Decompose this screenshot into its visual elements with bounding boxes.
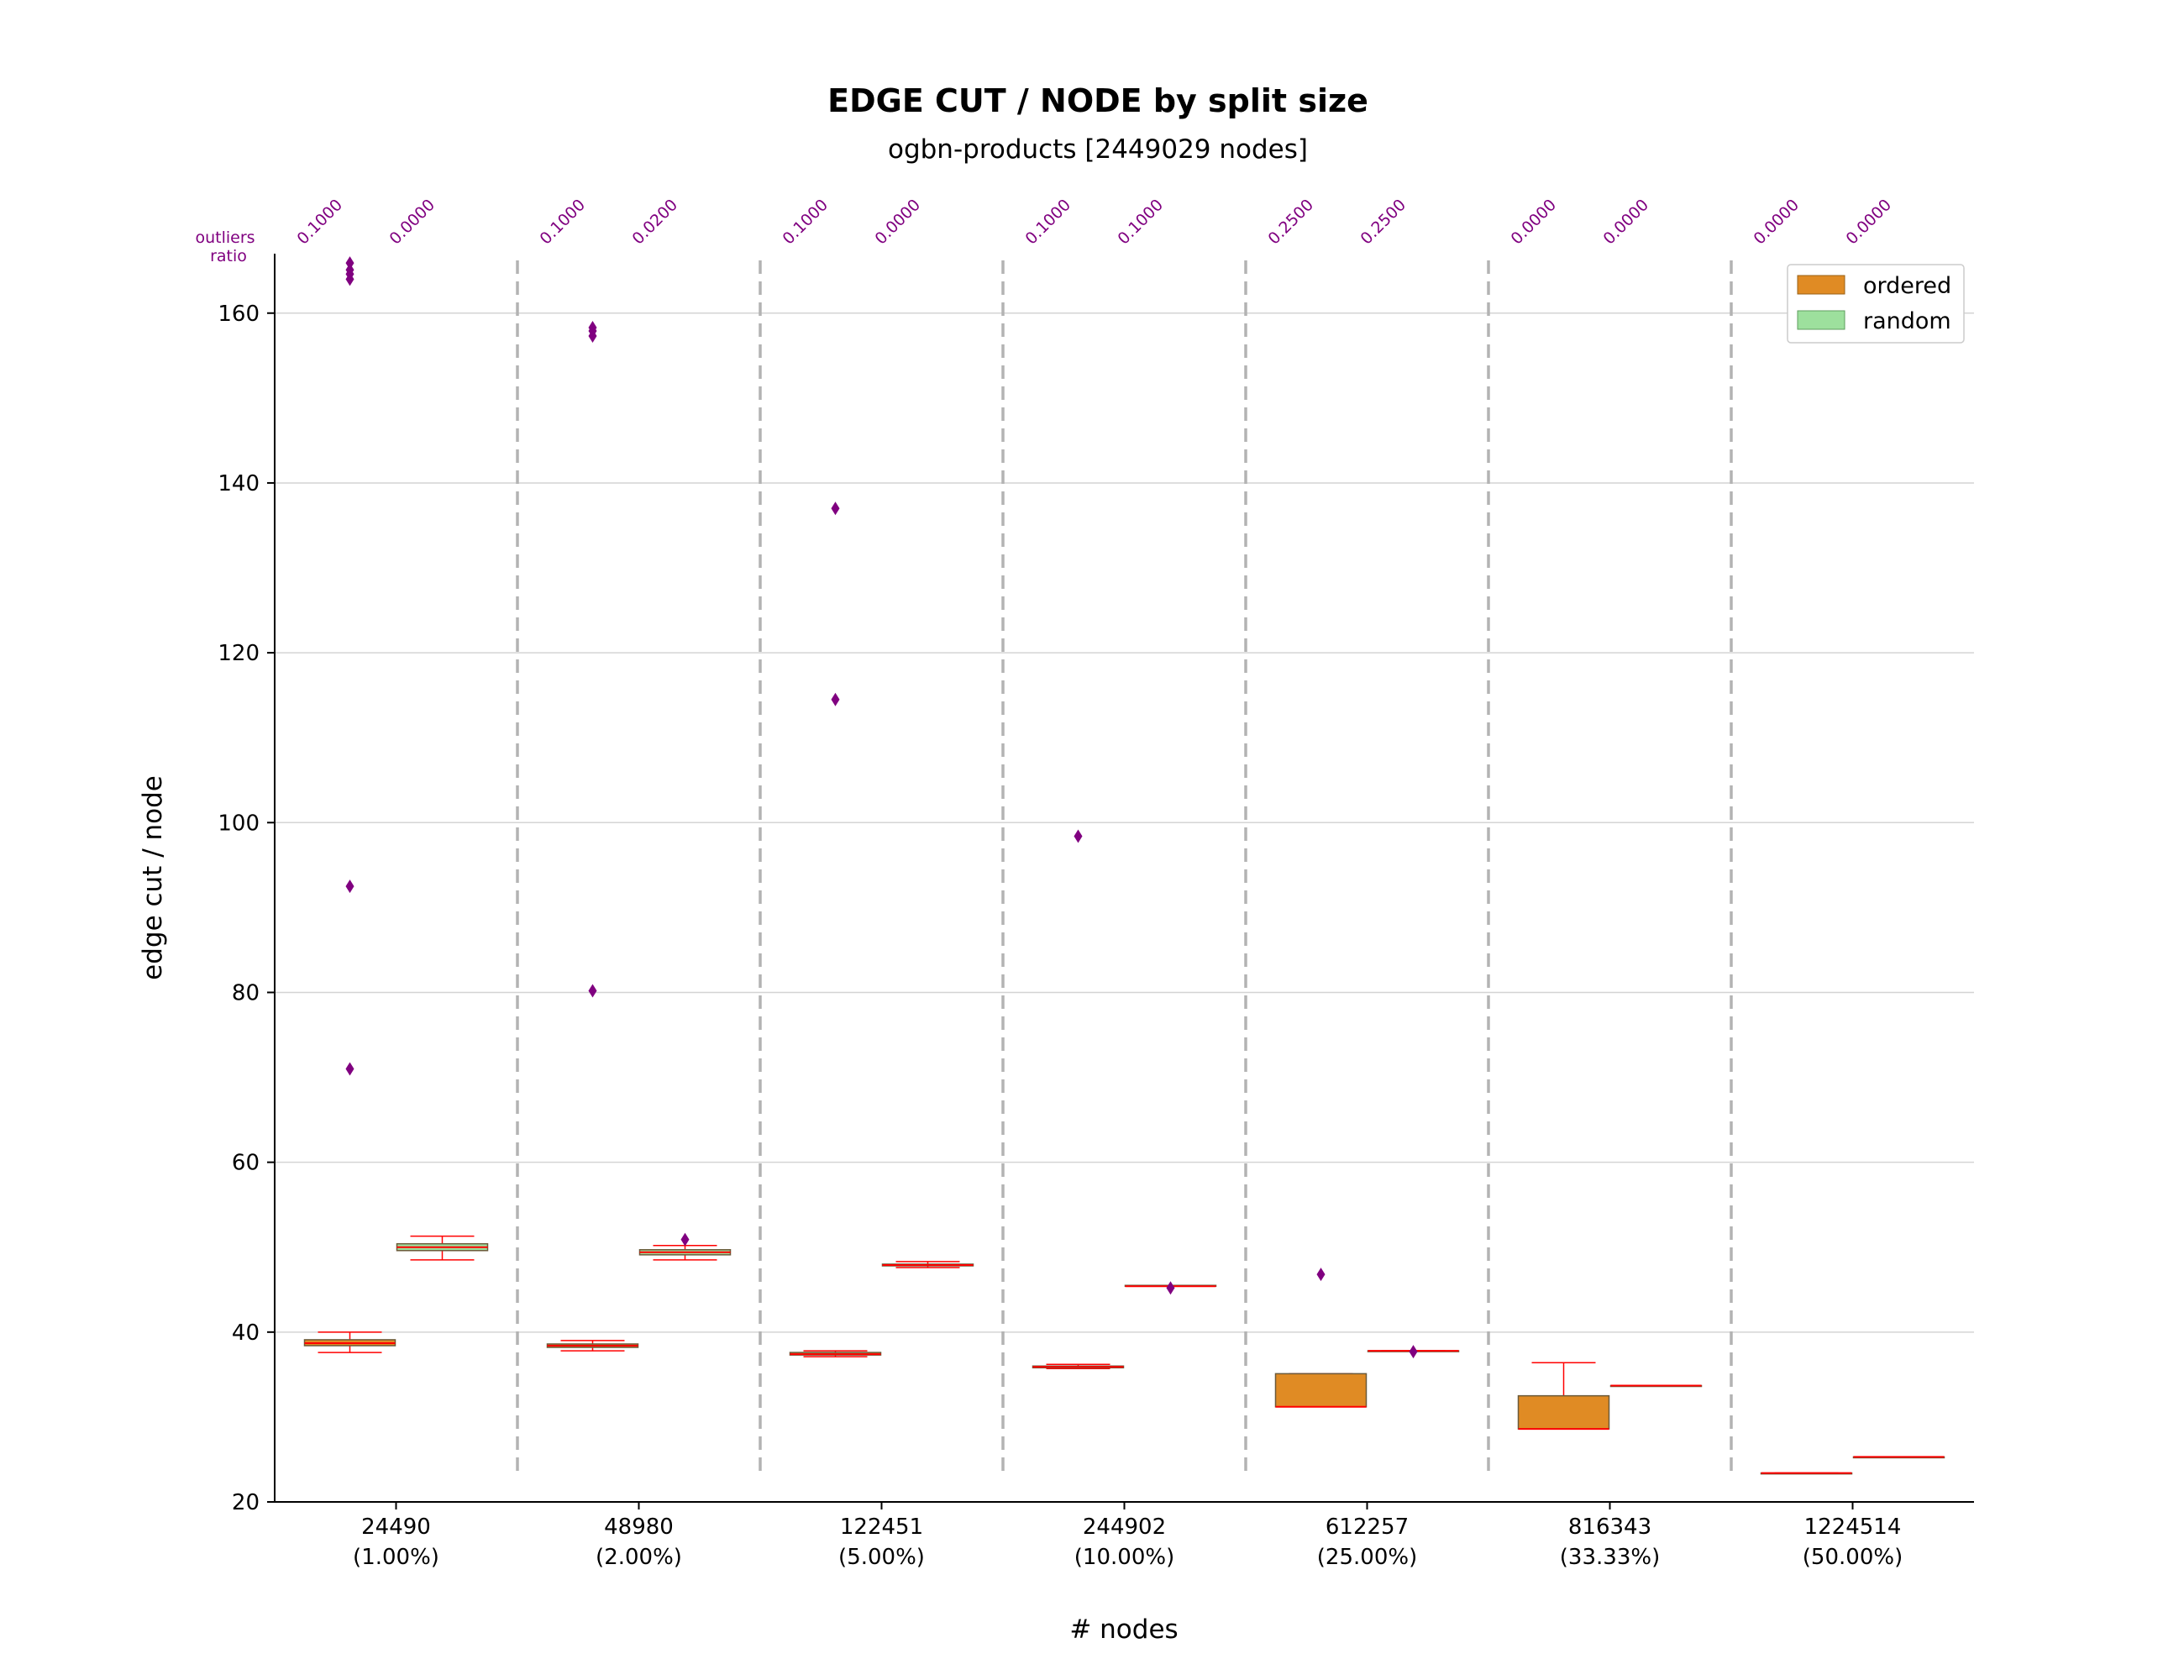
y-tick-label-20: 20 — [232, 1490, 260, 1515]
outlier-ratio-ordered-1: 0.1000 — [536, 196, 589, 249]
box-ordered-4 — [1274, 1373, 1368, 1408]
outlier-random-4-0 — [1409, 1345, 1418, 1359]
outlier-ratio-random-5: 0.0000 — [1599, 196, 1652, 249]
chart-subtitle: ogbn-products [2449029 nodes] — [888, 134, 1308, 165]
outlier-ordered-2-0 — [831, 692, 840, 706]
outlier-ratio-random-4: 0.2500 — [1357, 196, 1410, 249]
outlier-ratio-random-1: 0.0200 — [628, 196, 681, 249]
box-body — [1517, 1394, 1610, 1430]
x-tick-sublabel-2: (5.00%) — [838, 1545, 925, 1570]
legend: ordered random — [1787, 264, 1965, 344]
outlier-random-1-0 — [680, 1232, 690, 1247]
x-tick-label-5: 816343 — [1568, 1515, 1651, 1540]
x-tick-label-4: 612257 — [1326, 1515, 1409, 1540]
box-ordered-5 — [1517, 1362, 1610, 1431]
x-tick-label-1: 48980 — [604, 1515, 674, 1540]
x-tick-sublabel-1: (2.00%) — [596, 1545, 682, 1570]
outliers-ratio-header-line2: ratio — [210, 247, 247, 265]
box-random-1 — [638, 1244, 732, 1261]
outlier-ratio-ordered-4: 0.2500 — [1264, 196, 1317, 249]
legend-label-random: random — [1863, 308, 1951, 334]
x-tick-sublabel-4: (25.00%) — [1317, 1545, 1417, 1570]
outlier-ordered-0-4 — [345, 263, 354, 277]
outlier-ratio-ordered-0: 0.1000 — [293, 196, 346, 249]
axes — [274, 254, 1974, 1503]
outlier-ordered-1-3 — [588, 320, 597, 334]
outlier-ordered-0-0 — [345, 1062, 354, 1076]
outlier-ordered-0-1 — [345, 879, 354, 894]
box-ordered-3 — [1032, 1363, 1125, 1370]
legend-swatch-random — [1797, 310, 1845, 330]
box-ordered-6 — [1760, 1472, 1853, 1475]
x-tick-label-2: 122451 — [840, 1515, 923, 1540]
outlier-ratio-random-6: 0.0000 — [1842, 196, 1895, 249]
outlier-ratio-random-2: 0.0000 — [871, 196, 924, 249]
x-axis-label: # nodes — [1069, 1614, 1178, 1645]
outliers-ratio-header-line1: outliers — [195, 228, 255, 247]
box-random-5 — [1609, 1384, 1703, 1388]
legend-swatch-ordered — [1797, 275, 1845, 295]
gridlines — [275, 312, 1974, 1333]
box-ordered-1 — [546, 1340, 639, 1352]
y-tick-label-140: 140 — [218, 471, 260, 496]
outlier-ratio-ordered-5: 0.0000 — [1507, 196, 1560, 249]
x-tick-sublabel-3: (10.00%) — [1074, 1545, 1174, 1570]
outlier-ratio-labels: 0.1000 0.1000 0.1000 0.1000 0.2500 0.0000 0.00… — [293, 196, 1895, 249]
boxes — [303, 1235, 1945, 1475]
box-body — [1274, 1373, 1368, 1408]
outlier-ordered-1-0 — [588, 984, 597, 998]
outlier-ratio-ordered-2: 0.1000 — [779, 196, 832, 249]
y-tick-label-100: 100 — [218, 811, 260, 836]
box-random-2 — [881, 1261, 974, 1268]
outlier-ratio-ordered-6: 0.0000 — [1750, 196, 1803, 249]
y-tick-label-120: 120 — [218, 641, 260, 666]
x-tick-sublabel-5: (33.33%) — [1560, 1545, 1660, 1570]
x-tick-label-3: 244902 — [1083, 1515, 1166, 1540]
outlier-ratio-random-0: 0.0000 — [386, 196, 438, 249]
x-tick-sublabel-0: (1.00%) — [353, 1545, 439, 1570]
x-tick-label-6: 1224514 — [1804, 1515, 1902, 1540]
outlier-ordered-3-0 — [1074, 829, 1083, 843]
outliers — [345, 256, 1418, 1359]
box-ordered-0 — [303, 1331, 396, 1353]
y-tick-label-80: 80 — [232, 980, 260, 1005]
outlier-ratio-random-3: 0.1000 — [1114, 196, 1167, 249]
outlier-ordered-2-1 — [831, 501, 840, 516]
outlier-ordered-4-0 — [1316, 1268, 1326, 1282]
group-separators — [516, 260, 1733, 1472]
x-ticks: 24490 (1.00%) 48980 (2.00%) 122451 (5.00%) 244… — [353, 1502, 1903, 1570]
y-axis-label: edge cut / node — [138, 775, 168, 980]
y-tick-label-60: 60 — [232, 1151, 260, 1176]
legend-label-ordered: ordered — [1863, 273, 1951, 299]
y-tick-label-40: 40 — [232, 1320, 260, 1346]
y-ticks: 20 40 60 80 100 120 140 160 — [218, 302, 275, 1515]
outlier-ratio-ordered-3: 0.1000 — [1021, 196, 1074, 249]
x-tick-label-0: 24490 — [361, 1515, 431, 1540]
box-ordered-2 — [789, 1350, 882, 1357]
outlier-ordered-0-5 — [345, 256, 354, 270]
box-random-0 — [396, 1235, 489, 1261]
y-tick-label-160: 160 — [218, 302, 260, 327]
outlier-random-3-0 — [1166, 1281, 1175, 1295]
chart-title: EDGE CUT / NODE by split size — [827, 82, 1368, 119]
x-tick-sublabel-6: (50.00%) — [1803, 1545, 1903, 1570]
